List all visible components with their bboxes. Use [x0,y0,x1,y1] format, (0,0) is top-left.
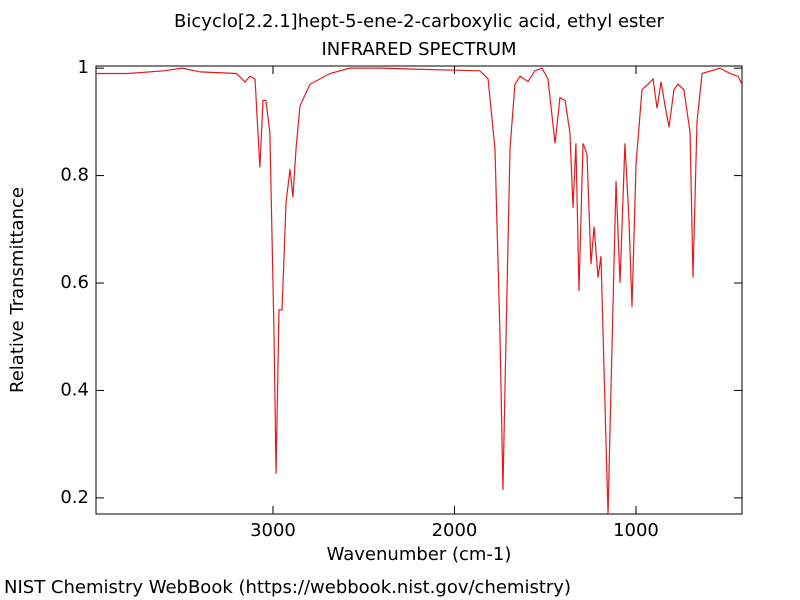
y-tick-label: 0.4 [60,379,89,400]
y-tick-label: 0.8 [60,165,89,186]
chart-title: Bicyclo[2.2.1]hept-5-ene-2-carboxylic ac… [174,11,664,32]
x-tick-label: 2000 [432,520,478,541]
plot-frame [95,65,743,515]
y-tick-label: 0.2 [60,487,89,508]
x-tick-label: 1000 [613,520,659,541]
y-tick-label: 0.6 [60,272,89,293]
spectrum-line [96,67,742,514]
y-axis-label: Relative Transmittance [7,187,28,393]
x-axis-label: Wavenumber (cm-1) [327,544,512,565]
chart-subtitle: INFRARED SPECTRUM [321,39,516,60]
x-tick-label: 3000 [250,520,296,541]
source-note: NIST Chemistry WebBook (https://webbook.… [4,577,571,598]
y-tick-label: 1 [78,57,89,78]
